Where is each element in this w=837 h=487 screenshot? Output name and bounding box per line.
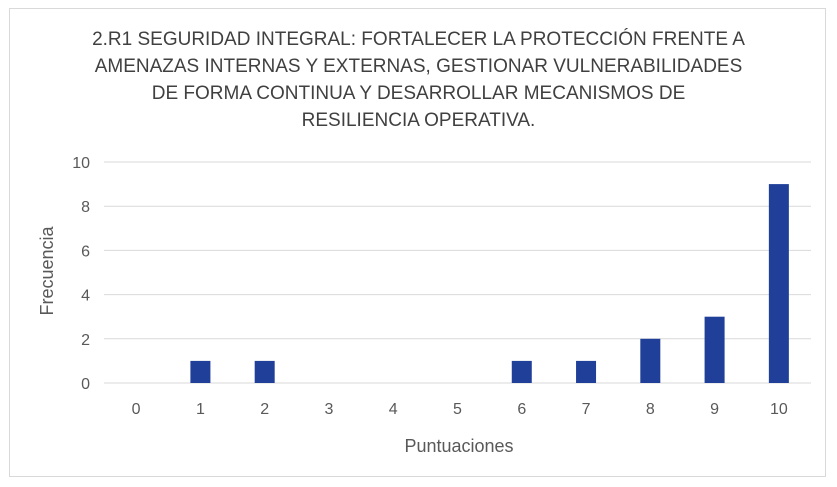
- bar: [768, 184, 789, 383]
- bar: [704, 316, 725, 383]
- y-tick-label: 4: [81, 288, 90, 305]
- bar: [576, 360, 597, 383]
- y-axis-label: Frecuencia: [37, 225, 57, 315]
- gridlines: [104, 161, 811, 384]
- y-tick-label: 6: [81, 243, 90, 260]
- bar: [254, 360, 275, 383]
- chart-title: 2.R1 SEGURIDAD INTEGRAL: FORTALECER LA P…: [0, 26, 837, 134]
- x-tick-label: 3: [325, 401, 334, 418]
- chart-title-line: RESILIENCIA OPERATIVA.: [301, 110, 536, 131]
- x-tick-label: 1: [196, 401, 205, 418]
- chart-title-line: DE FORMA CONTINUA Y DESARROLLAR MECANISM…: [151, 83, 686, 104]
- x-tick-label: 4: [389, 401, 398, 418]
- x-tick-label: 10: [770, 401, 788, 418]
- x-tick-label: 5: [453, 401, 462, 418]
- bar: [511, 360, 532, 383]
- x-tick-label: 7: [582, 401, 591, 418]
- x-tick-label: 2: [260, 401, 269, 418]
- y-tick-label: 10: [72, 155, 90, 172]
- x-tick-label: 8: [646, 401, 655, 418]
- x-tick-label: 0: [132, 401, 141, 418]
- x-axis-label: Puntuaciones: [404, 436, 513, 456]
- x-axis-ticks: 0 1 2 3 4 5 6 7 8 9 10: [132, 401, 788, 418]
- bar: [190, 360, 211, 383]
- x-tick-label: 6: [517, 401, 526, 418]
- chart-title-line: 2.R1 SEGURIDAD INTEGRAL: FORTALECER LA P…: [92, 29, 745, 50]
- chart-frame: [9, 8, 826, 477]
- bars: [190, 184, 789, 383]
- chart-title-line: AMENAZAS INTERNAS Y EXTERNAS, GESTIONAR …: [94, 56, 743, 77]
- x-tick-label: 9: [710, 401, 719, 418]
- y-tick-label: 2: [81, 332, 90, 349]
- y-tick-label: 0: [81, 376, 90, 393]
- y-axis-ticks: 0 2 4 6 8 10: [72, 155, 90, 393]
- bar: [640, 338, 661, 383]
- y-tick-label: 8: [81, 199, 90, 216]
